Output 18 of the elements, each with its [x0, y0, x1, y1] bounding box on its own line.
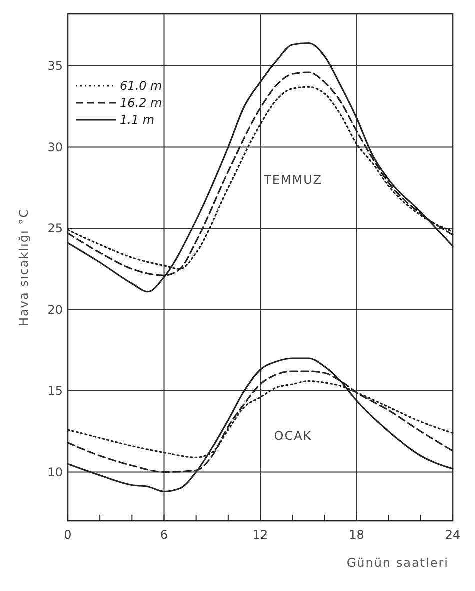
- x-tick-label: 0: [64, 528, 72, 542]
- y-tick-label: 15: [48, 384, 63, 398]
- legend-label: 16.2 m: [120, 96, 162, 110]
- y-axis-title: Hava sıcaklığı °C: [17, 208, 31, 326]
- legend-label: 61.0 m: [120, 79, 162, 93]
- y-tick-label: 30: [48, 140, 63, 154]
- annotation: OCAK: [274, 428, 312, 443]
- x-tick-label: 6: [160, 528, 168, 542]
- annotation: TEMMUZ: [263, 172, 322, 187]
- y-tick-label: 20: [48, 302, 63, 317]
- x-tick-label: 18: [349, 528, 364, 542]
- x-tick-label: 12: [252, 528, 268, 542]
- y-tick-label: 25: [48, 222, 63, 236]
- legend-label: 1.1 m: [120, 113, 155, 127]
- x-axis-title: Günün saatleri: [346, 556, 449, 570]
- x-tick-label: 24: [445, 528, 461, 542]
- y-tick-label: 10: [48, 465, 63, 480]
- y-tick-label: 35: [48, 59, 63, 73]
